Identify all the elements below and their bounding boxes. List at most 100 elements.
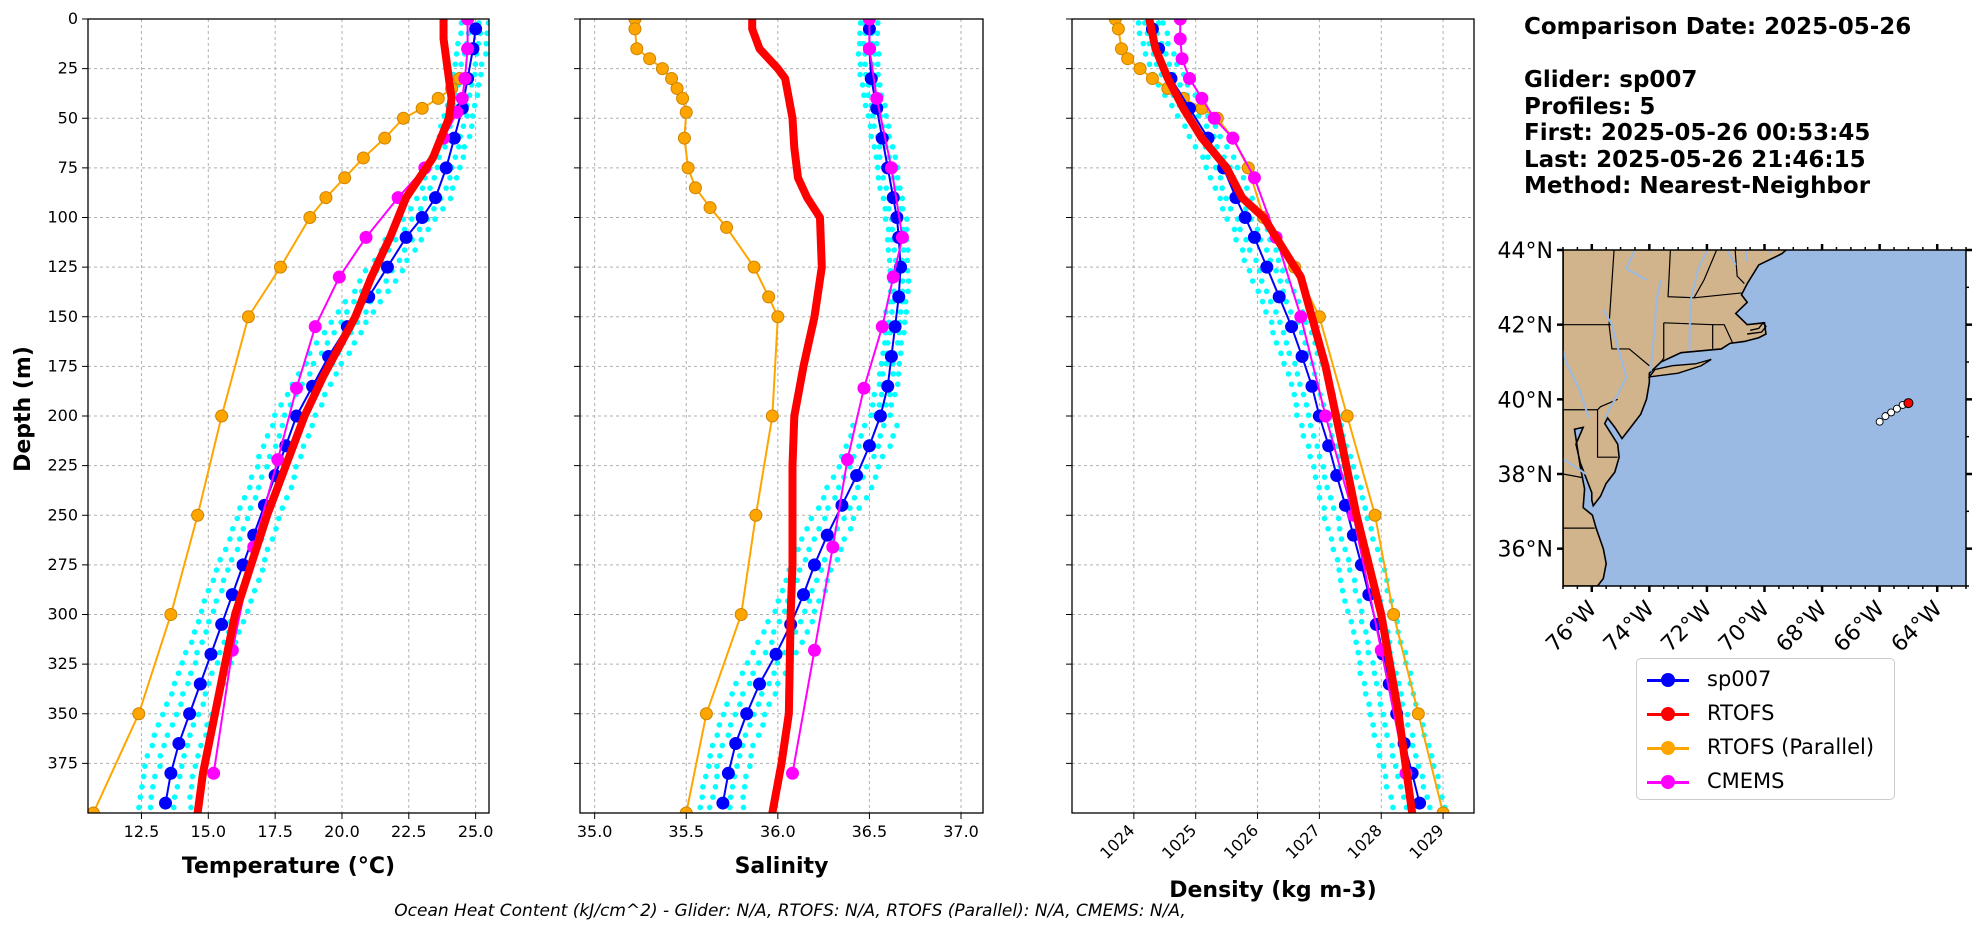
profile-point xyxy=(883,360,890,367)
profile-point xyxy=(240,618,247,625)
profile-point xyxy=(1192,144,1199,150)
profile-point xyxy=(903,309,910,315)
profile-point xyxy=(288,484,295,491)
profile-point xyxy=(732,711,739,718)
profile-point xyxy=(783,577,789,584)
profile-point xyxy=(1370,536,1376,542)
y-tick-label: 25 xyxy=(58,59,78,78)
profile-point xyxy=(254,464,261,470)
series-point xyxy=(380,260,394,274)
profile-point xyxy=(1244,185,1250,191)
profile-point xyxy=(338,360,345,367)
y-tick-label: 325 xyxy=(47,654,78,673)
profile-point xyxy=(870,113,876,119)
profile-point xyxy=(1395,773,1401,780)
profile-point xyxy=(148,794,155,800)
profile-point xyxy=(847,505,853,511)
profile-point xyxy=(151,732,158,738)
series-point xyxy=(862,19,876,26)
profile-point xyxy=(461,144,468,150)
lon-tick-label: 70°W xyxy=(1714,596,1775,657)
profile-point xyxy=(897,185,903,191)
series-point xyxy=(862,439,876,453)
profile-point xyxy=(855,51,862,57)
profile-point xyxy=(1427,804,1433,811)
profile-point xyxy=(236,629,242,635)
river xyxy=(1563,350,1590,419)
profile-point xyxy=(1358,608,1365,615)
profile-point xyxy=(820,494,827,501)
profile-point xyxy=(246,484,253,491)
profile-point xyxy=(747,722,753,728)
state-border xyxy=(1712,324,1734,344)
glider-name: Glider: sp007 xyxy=(1524,67,1698,93)
profile-point xyxy=(1267,298,1274,305)
profile-point xyxy=(747,763,753,769)
x-tick-label: 36.5 xyxy=(852,822,888,841)
series-point xyxy=(164,766,178,780)
profile-point xyxy=(762,649,769,656)
profile-point xyxy=(883,113,889,119)
profile-point xyxy=(1224,144,1230,150)
profile-point xyxy=(750,742,756,749)
profile-point xyxy=(258,474,265,480)
profile-point xyxy=(1325,525,1331,532)
series-point xyxy=(857,381,871,395)
profile-point xyxy=(1299,422,1305,429)
legend-marker xyxy=(1661,707,1675,721)
profile-point xyxy=(452,154,459,160)
series-point xyxy=(172,737,186,751)
profile-point xyxy=(175,670,182,677)
profile-point xyxy=(1280,329,1287,336)
profile-point xyxy=(457,164,463,171)
profile-point xyxy=(413,195,420,202)
legend-marker xyxy=(1661,673,1675,687)
profile-point xyxy=(905,247,911,253)
profile-point xyxy=(896,360,903,367)
profile-point xyxy=(874,164,881,171)
series-point xyxy=(273,260,287,274)
profile-point xyxy=(159,711,166,718)
profile-point xyxy=(469,113,476,119)
series-line-3 xyxy=(791,19,904,775)
profile-point xyxy=(1389,742,1395,749)
series-point xyxy=(132,707,146,721)
series-point xyxy=(892,290,906,304)
profile-point xyxy=(1241,257,1248,264)
profile-point xyxy=(816,525,822,532)
series-point xyxy=(679,105,693,119)
profile-point xyxy=(760,722,766,728)
profile-point xyxy=(1345,556,1352,563)
profile-point xyxy=(362,267,369,274)
profile-point xyxy=(309,422,316,429)
profile-point xyxy=(739,691,746,697)
profile-point xyxy=(318,402,325,408)
profile-point xyxy=(198,742,204,749)
profile-point xyxy=(1398,691,1404,697)
profile-point xyxy=(281,412,288,419)
series-point xyxy=(461,19,475,26)
profile-point xyxy=(1283,340,1290,346)
profile-point xyxy=(729,783,736,790)
profile-point xyxy=(1351,577,1358,584)
track-point xyxy=(1881,412,1890,421)
map-area xyxy=(1563,250,1966,586)
lon-tick-label: 76°W xyxy=(1541,596,1602,657)
profile-point xyxy=(244,515,251,522)
comparison-date: Comparison Date: 2025-05-26 xyxy=(1524,14,1912,40)
profile-point xyxy=(1166,61,1173,68)
legend-label: RTOFS (Parallel) xyxy=(1707,735,1875,759)
profile-point xyxy=(307,371,313,377)
series-point xyxy=(749,508,763,522)
profile-point xyxy=(191,629,198,635)
profile-point xyxy=(1409,742,1416,749)
profile-point xyxy=(885,123,892,129)
profile-point xyxy=(458,30,464,37)
series-point xyxy=(1247,230,1261,244)
series-point xyxy=(378,131,392,145)
series-line-2 xyxy=(633,19,779,813)
profile-point xyxy=(1382,773,1389,780)
series-point xyxy=(461,42,475,56)
profile-point xyxy=(856,443,862,449)
profile-point xyxy=(865,113,872,119)
